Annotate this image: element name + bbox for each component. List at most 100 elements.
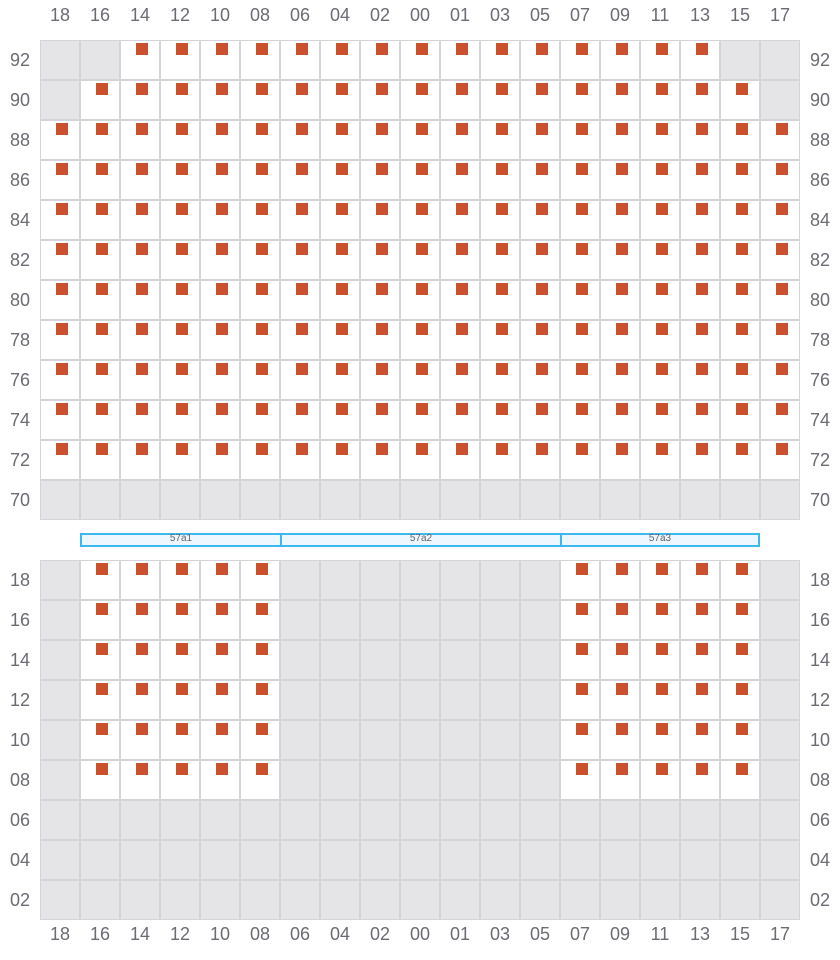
seat-cell[interactable]	[200, 320, 240, 360]
seat-cell[interactable]	[480, 320, 520, 360]
seat-marker[interactable]	[176, 603, 188, 615]
seat-cell[interactable]	[160, 600, 200, 640]
seat-cell[interactable]	[240, 680, 280, 720]
seat-cell[interactable]	[240, 120, 280, 160]
seat-marker[interactable]	[176, 43, 188, 55]
seat-marker[interactable]	[576, 123, 588, 135]
seat-cell[interactable]	[440, 240, 480, 280]
seat-cell[interactable]	[440, 40, 480, 80]
seat-marker[interactable]	[616, 683, 628, 695]
seat-marker[interactable]	[376, 323, 388, 335]
seat-cell[interactable]	[280, 40, 320, 80]
seat-marker[interactable]	[456, 363, 468, 375]
seat-cell[interactable]	[640, 720, 680, 760]
seat-cell[interactable]	[720, 200, 760, 240]
seat-cell[interactable]	[720, 240, 760, 280]
seat-cell[interactable]	[640, 600, 680, 640]
seat-cell[interactable]	[680, 760, 720, 800]
seat-marker[interactable]	[736, 363, 748, 375]
seat-cell[interactable]	[160, 40, 200, 80]
seat-cell[interactable]	[80, 160, 120, 200]
seat-marker[interactable]	[176, 163, 188, 175]
seat-cell[interactable]	[720, 720, 760, 760]
seat-cell[interactable]	[680, 240, 720, 280]
seat-cell[interactable]	[400, 160, 440, 200]
seat-marker[interactable]	[736, 283, 748, 295]
seat-marker[interactable]	[656, 763, 668, 775]
seat-cell[interactable]	[720, 360, 760, 400]
seat-marker[interactable]	[96, 403, 108, 415]
seat-marker[interactable]	[256, 563, 268, 575]
seat-marker[interactable]	[536, 123, 548, 135]
seat-cell[interactable]	[120, 720, 160, 760]
seat-cell[interactable]	[280, 240, 320, 280]
seat-marker[interactable]	[256, 763, 268, 775]
seat-cell[interactable]	[560, 80, 600, 120]
seat-cell[interactable]	[160, 680, 200, 720]
seat-cell[interactable]	[120, 40, 160, 80]
seat-marker[interactable]	[456, 83, 468, 95]
seat-marker[interactable]	[96, 683, 108, 695]
seat-cell[interactable]	[600, 40, 640, 80]
seat-marker[interactable]	[656, 603, 668, 615]
seat-cell[interactable]	[600, 720, 640, 760]
seat-marker[interactable]	[736, 403, 748, 415]
seat-cell[interactable]	[400, 120, 440, 160]
seat-marker[interactable]	[216, 243, 228, 255]
seat-marker[interactable]	[616, 563, 628, 575]
seat-cell[interactable]	[600, 600, 640, 640]
seat-marker[interactable]	[56, 443, 68, 455]
seat-cell[interactable]	[160, 440, 200, 480]
seat-marker[interactable]	[136, 123, 148, 135]
seat-cell[interactable]	[120, 360, 160, 400]
seat-cell[interactable]	[240, 600, 280, 640]
seat-marker[interactable]	[456, 323, 468, 335]
seat-cell[interactable]	[40, 240, 80, 280]
seat-cell[interactable]	[120, 640, 160, 680]
seat-cell[interactable]	[600, 440, 640, 480]
seat-cell[interactable]	[480, 400, 520, 440]
seat-marker[interactable]	[216, 603, 228, 615]
seat-cell[interactable]	[520, 320, 560, 360]
seat-cell[interactable]	[680, 160, 720, 200]
seat-marker[interactable]	[56, 283, 68, 295]
seat-marker[interactable]	[416, 123, 428, 135]
seat-marker[interactable]	[216, 43, 228, 55]
seat-marker[interactable]	[576, 323, 588, 335]
seat-cell[interactable]	[640, 80, 680, 120]
seat-cell[interactable]	[680, 120, 720, 160]
seat-marker[interactable]	[256, 403, 268, 415]
seat-cell[interactable]	[400, 80, 440, 120]
seat-marker[interactable]	[216, 323, 228, 335]
seat-marker[interactable]	[536, 403, 548, 415]
seat-marker[interactable]	[336, 323, 348, 335]
seat-cell[interactable]	[400, 400, 440, 440]
seat-cell[interactable]	[200, 80, 240, 120]
seat-cell[interactable]	[80, 280, 120, 320]
seat-marker[interactable]	[576, 723, 588, 735]
seat-marker[interactable]	[256, 163, 268, 175]
seat-cell[interactable]	[720, 160, 760, 200]
seat-cell[interactable]	[440, 320, 480, 360]
seat-cell[interactable]	[400, 440, 440, 480]
seat-cell[interactable]	[440, 280, 480, 320]
seat-marker[interactable]	[696, 643, 708, 655]
seat-marker[interactable]	[216, 443, 228, 455]
seat-marker[interactable]	[656, 83, 668, 95]
seat-marker[interactable]	[56, 123, 68, 135]
seat-marker[interactable]	[416, 83, 428, 95]
seat-marker[interactable]	[576, 683, 588, 695]
seat-marker[interactable]	[96, 563, 108, 575]
section-label-57a1[interactable]: 57a1	[80, 533, 282, 547]
seat-cell[interactable]	[200, 640, 240, 680]
seat-cell[interactable]	[120, 760, 160, 800]
seat-cell[interactable]	[520, 400, 560, 440]
seat-marker[interactable]	[696, 83, 708, 95]
seat-marker[interactable]	[736, 683, 748, 695]
seat-marker[interactable]	[176, 243, 188, 255]
seat-marker[interactable]	[656, 243, 668, 255]
seat-cell[interactable]	[560, 600, 600, 640]
seat-cell[interactable]	[160, 280, 200, 320]
seat-marker[interactable]	[256, 363, 268, 375]
seat-marker[interactable]	[216, 363, 228, 375]
